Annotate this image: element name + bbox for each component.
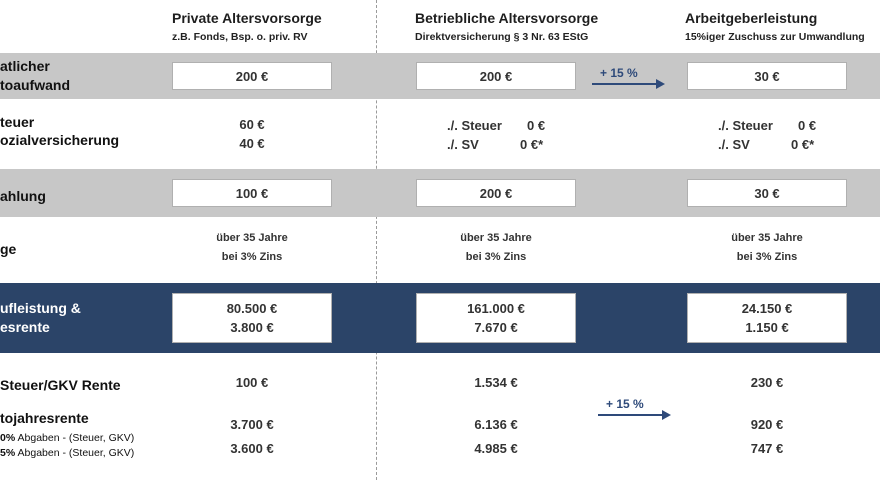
row-tax-label-1: teuer [0,114,35,130]
header-private-title: Private Altersvorsorge [172,10,322,26]
header-private-subtitle: z.B. Fonds, Bsp. o. priv. RV [172,31,308,43]
row-duration-label: ge [0,241,17,257]
row-net-label-4: 5% Abgaben - (Steuer, GKV) [0,446,134,461]
gross-arrow-icon [592,79,665,89]
tax-company-line-2: ./. SV 0 €* [447,135,543,154]
result-company-value-1: 161.000 € [467,301,525,316]
result-private-value-2: 3.800 € [230,320,274,335]
result-employer-value-1: 24.150 € [741,301,793,316]
tax-company-value-1: 0 € [527,118,546,133]
row-net-label-3: 0% Abgaben - (Steuer, GKV) [0,431,134,446]
tax-private-value-1: 60 € [239,117,265,132]
column-divider [376,0,377,480]
row-gross-label-2: toaufwand [0,77,70,93]
header-employer-title: Arbeitgeberleistung [685,10,818,26]
tax-employer-line-2: ./. SV 0 €* [718,135,814,154]
tax-employer-value-2: 0 €* [791,137,815,152]
duration-private-line-2: bei 3% Zins [221,251,283,263]
net-private-value-1: 100 € [235,375,269,390]
row-tax-label-2: ozialversicherung [0,132,120,148]
gross-company-box: 200 € [416,62,576,90]
tax-employer-label-2: ./. SV [718,137,750,152]
row-net-label-3-pct: 0% [0,432,16,444]
row-result-label-2: esrente [0,319,50,335]
duration-private-line-1: über 35 Jahre [216,232,288,244]
gross-employer-box: 30 € [687,62,847,90]
gross-private-box: 200 € [172,62,332,90]
tax-employer-line-1: ./. Steuer 0 € [718,116,816,135]
header-company-title: Betriebliche Altersvorsorge [415,10,599,26]
row-net-label-4-pct: 5% [0,447,16,459]
tax-employer-value-1: 0 € [798,118,817,133]
duration-employer-line-2: bei 3% Zins [736,251,798,263]
payment-company-box: 200 € [416,179,576,207]
result-private-box: 80.500 € 3.800 € [172,293,332,343]
net-private-value-2: 3.700 € [230,417,274,432]
net-company-value-1: 1.534 € [474,375,518,390]
result-employer-box: 24.150 € 1.150 € [687,293,847,343]
tax-private-value-2: 40 € [239,136,265,151]
result-private-value-1: 80.500 € [226,301,278,316]
tax-company-value-2: 0 €* [520,137,544,152]
result-employer-value-2: 1.150 € [745,320,789,335]
header-company-subtitle: Direktversicherung § 3 Nr. 63 EStG [415,31,589,43]
net-private-value-3: 3.600 € [230,441,274,456]
payment-private-box: 100 € [172,179,332,207]
tax-company-label-1: ./. Steuer [447,118,502,133]
net-company-value-2: 6.136 € [474,417,518,432]
net-employer-value-2: 920 € [750,417,784,432]
net-employer-value-1: 230 € [750,375,784,390]
header-employer-subtitle: 15%iger Zuschuss zur Umwandlung [685,31,865,43]
row-net-label-1: Steuer/GKV Rente [0,377,121,393]
net-company-value-3: 4.985 € [474,441,518,456]
net-employer-value-3: 747 € [750,441,784,456]
row-net-label-4-text: Abgaben - (Steuer, GKV) [15,447,135,459]
duration-employer-line-1: über 35 Jahre [731,232,803,244]
duration-company-line-1: über 35 Jahre [460,232,532,244]
tax-company-line-1: ./. Steuer 0 € [447,116,545,135]
row-gross-label-1: atlicher [0,58,50,74]
result-company-value-2: 7.670 € [474,320,518,335]
net-arrow-icon [598,410,671,420]
row-result-label-1: ufleistung & [0,300,81,316]
duration-company-line-2: bei 3% Zins [465,251,527,263]
tax-employer-label-1: ./. Steuer [718,118,773,133]
payment-employer-box: 30 € [687,179,847,207]
tax-company-label-2: ./. SV [447,137,479,152]
row-net-label-2: tojahresrente [0,410,89,426]
row-payment-label: ahlung [0,188,46,204]
net-arrow-label: + 15 % [606,397,644,411]
row-net-label-3-text: Abgaben - (Steuer, GKV) [15,432,135,444]
gross-arrow-label: + 15 % [600,66,638,80]
result-company-box: 161.000 € 7.670 € [416,293,576,343]
